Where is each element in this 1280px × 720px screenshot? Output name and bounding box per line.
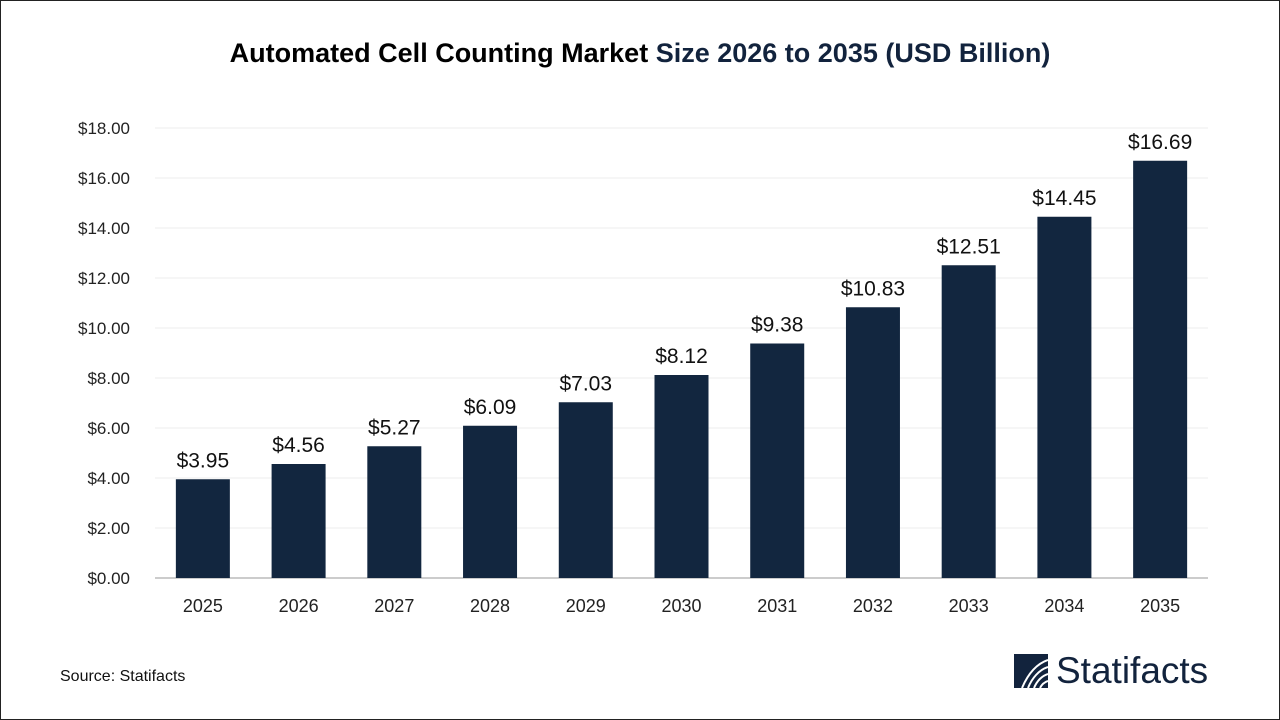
y-tick-label: $4.00: [87, 469, 130, 488]
bar-2029: [558, 402, 613, 578]
data-label-2028: $6.09: [464, 396, 517, 419]
y-tick-label: $18.00: [78, 119, 130, 138]
x-tick-label: 2030: [661, 596, 701, 616]
bar-2025: [175, 479, 230, 578]
data-label-2025: $3.95: [177, 449, 230, 472]
y-tick-label: $2.00: [87, 519, 130, 538]
x-tick-label: 2025: [183, 596, 223, 616]
y-tick-label: $6.00: [87, 419, 130, 438]
bar-2026: [271, 464, 326, 578]
x-tick-label: 2032: [853, 596, 893, 616]
statifacts-logo: Statifacts: [1014, 652, 1208, 689]
y-tick-label: $10.00: [78, 319, 130, 338]
bar-2028: [463, 425, 518, 578]
x-tick-label: 2029: [566, 596, 606, 616]
data-label-2026: $4.56: [272, 434, 325, 457]
x-tick-label: 2028: [470, 596, 510, 616]
x-tick-label: 2027: [374, 596, 414, 616]
x-tick-label: 2034: [1044, 596, 1084, 616]
x-tick-label: 2026: [279, 596, 319, 616]
chart-title: Automated Cell Counting Market Size 2026…: [0, 38, 1280, 69]
bar-2033: [941, 265, 996, 578]
bar-2035: [1133, 160, 1188, 578]
x-tick-label: 2031: [757, 596, 797, 616]
data-label-2027: $5.27: [368, 416, 421, 439]
data-label-2035: $16.69: [1128, 131, 1192, 154]
source-note: Source: Statifacts: [60, 668, 186, 685]
data-label-2032: $10.83: [841, 277, 905, 300]
y-tick-label: $14.00: [78, 219, 130, 238]
bar-2032: [845, 307, 900, 578]
statifacts-logo-text: Statifacts: [1056, 650, 1209, 691]
bar-2027: [367, 446, 422, 578]
bar-2030: [654, 375, 709, 578]
data-label-2034: $14.45: [1032, 187, 1096, 210]
x-tick-label: 2035: [1140, 596, 1180, 616]
title-part-2: Size 2026 to 2035 (USD Billion): [655, 38, 1051, 68]
y-tick-label: $16.00: [78, 169, 130, 188]
data-label-2030: $8.12: [655, 345, 708, 368]
y-tick-label: $8.00: [87, 369, 130, 388]
y-tick-label: $0.00: [87, 569, 130, 588]
statifacts-logo-icon: [1014, 653, 1048, 688]
bar-2034: [1037, 216, 1092, 578]
data-label-2033: $12.51: [937, 235, 1001, 258]
y-tick-label: $12.00: [78, 269, 130, 288]
x-tick-label: 2033: [949, 596, 989, 616]
bar-2031: [750, 343, 805, 578]
data-label-2031: $9.38: [751, 314, 804, 337]
title-part-1: Automated Cell Counting Market: [229, 38, 649, 68]
data-label-2029: $7.03: [559, 372, 612, 395]
